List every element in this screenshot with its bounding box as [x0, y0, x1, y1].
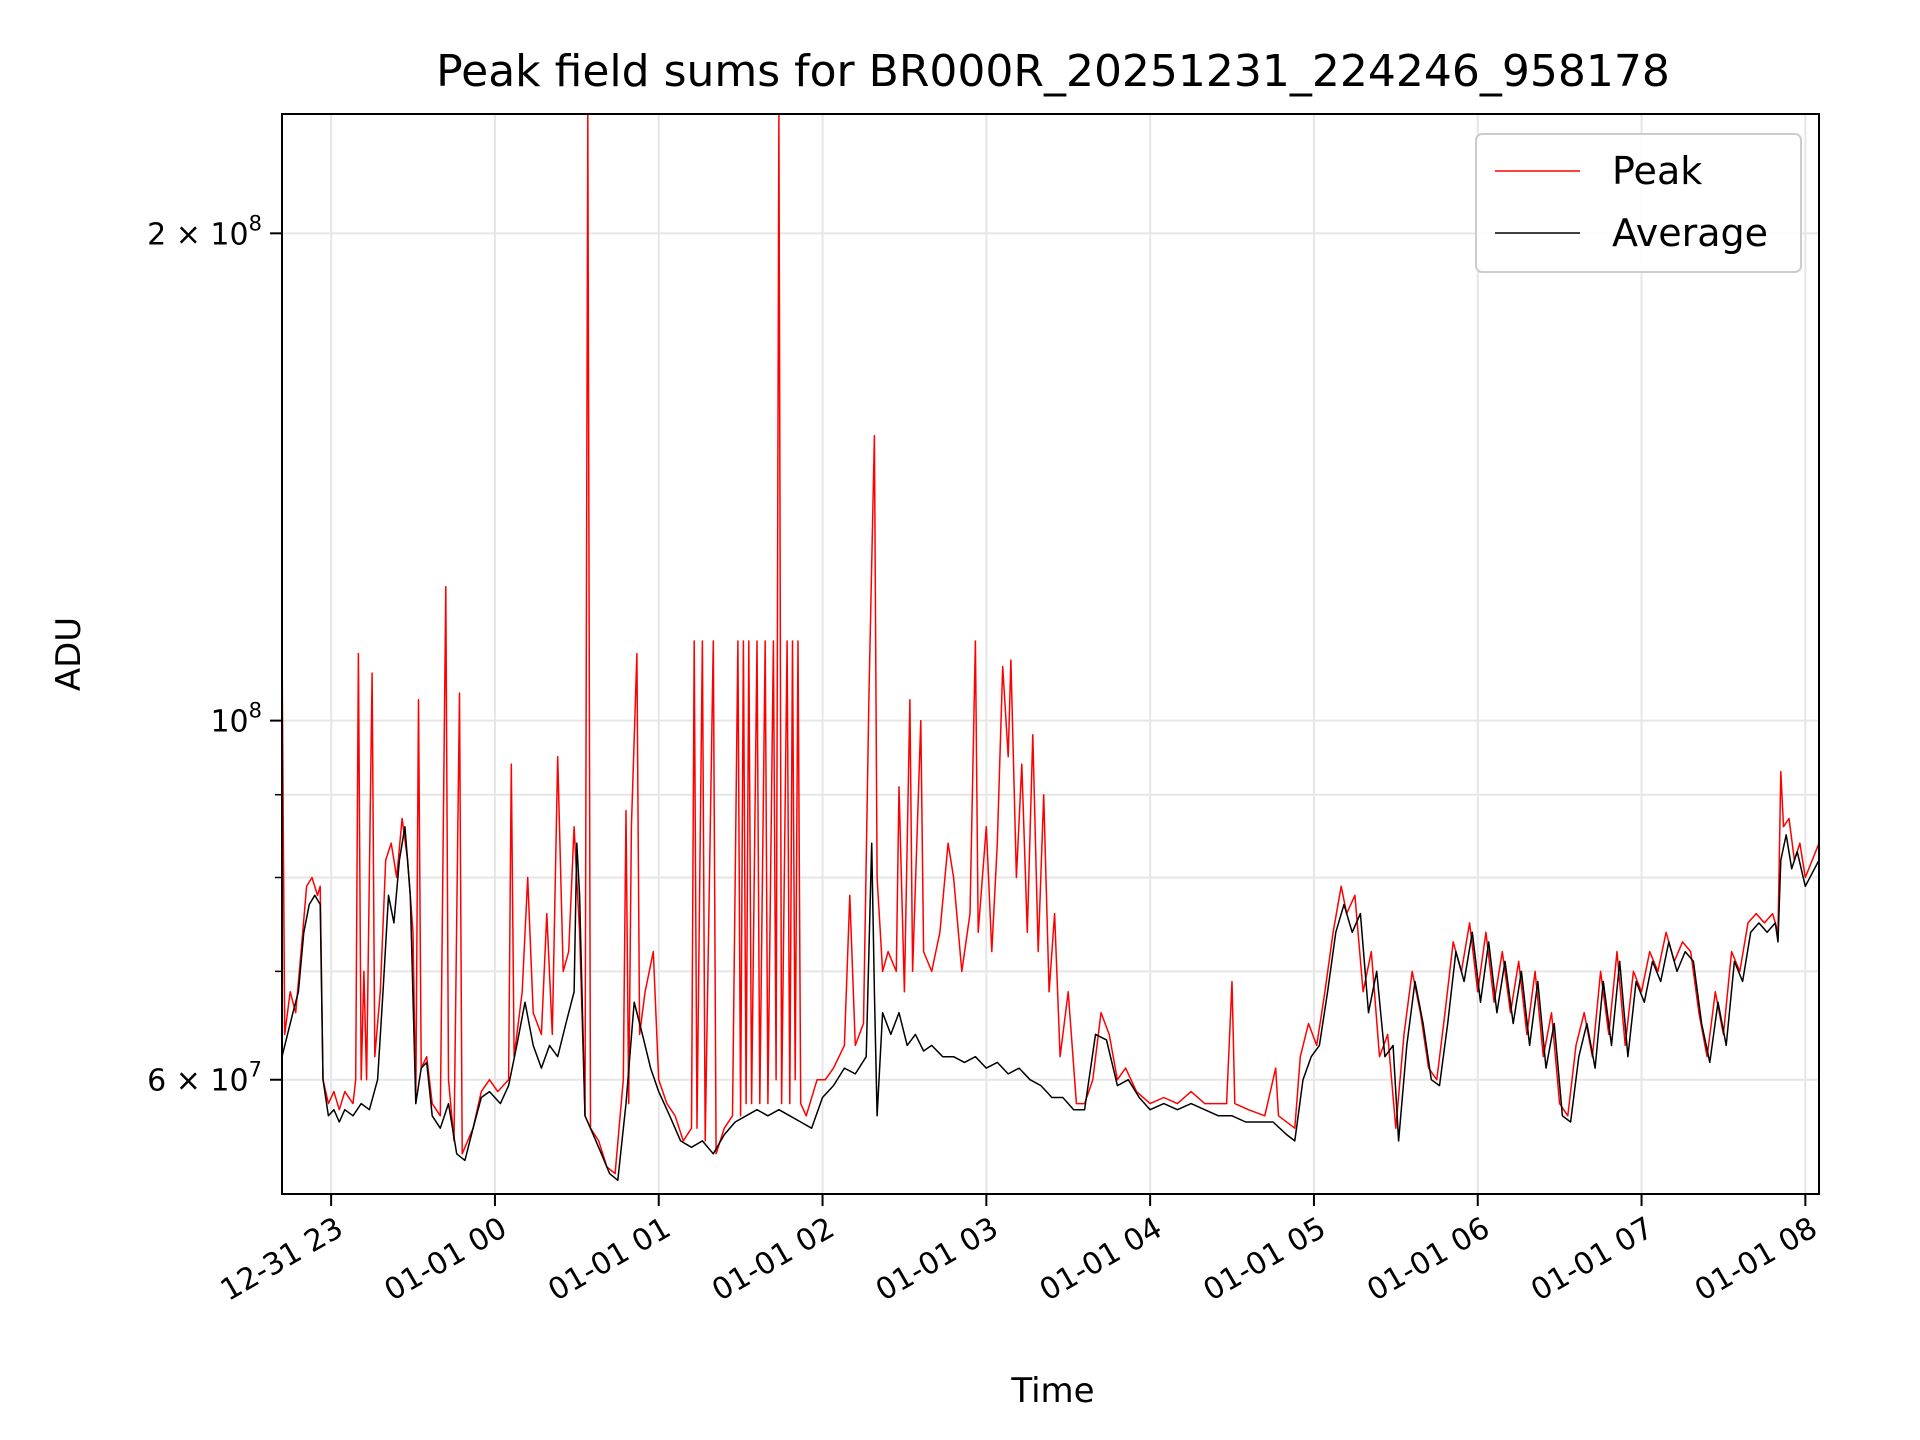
legend-label-average: Average	[1612, 211, 1768, 255]
series-layer	[282, 114, 1819, 1182]
series-line-peak	[282, 114, 1819, 1175]
y-axis: 6 × 107 108 2 × 108	[147, 211, 282, 1099]
plot-frame	[281, 113, 1820, 1195]
y-tick-label: 6 × 107	[147, 1058, 262, 1099]
y-tick-label: 2 × 108	[147, 211, 262, 252]
legend-box	[1475, 133, 1802, 273]
y-tick-label: 108	[210, 699, 262, 740]
legend-label-peak: Peak	[1612, 149, 1702, 193]
y-axis-title: ADU	[49, 617, 89, 691]
legend: Peak Average	[1475, 133, 1802, 273]
series-line-average	[282, 825, 1819, 1182]
x-axis-title: Time	[1010, 1371, 1094, 1411]
chart-title: Peak field sums for BR000R_20251231_2242…	[436, 46, 1670, 97]
